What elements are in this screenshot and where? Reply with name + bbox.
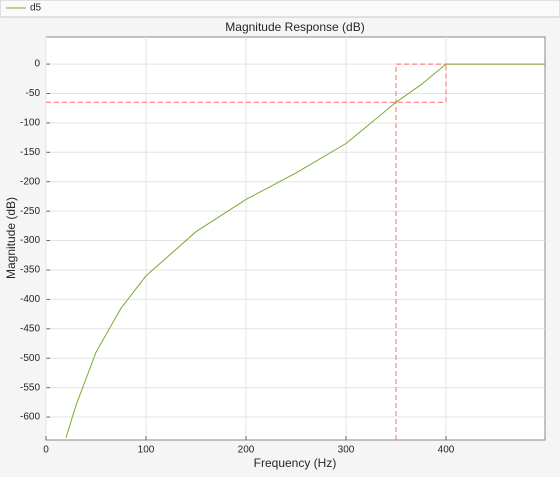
x-tick-label: 100: [138, 445, 155, 456]
chart-title: Magnitude Response (dB): [225, 20, 364, 34]
y-tick-label: -300: [20, 235, 40, 246]
y-tick-label: 0: [34, 59, 40, 70]
y-tick-label: -350: [20, 265, 40, 276]
mask-line: [46, 64, 447, 103]
x-axis-label: Frequency (Hz): [254, 456, 337, 470]
y-axis-label: Magnitude (dB): [4, 197, 18, 279]
y-tick-label: -200: [20, 176, 40, 187]
x-tick-label: 200: [238, 445, 255, 456]
x-tick-label: 0: [43, 445, 49, 456]
y-tick-label: -50: [26, 88, 41, 99]
x-tick-label: 300: [338, 445, 355, 456]
x-tick-label: 400: [438, 445, 455, 456]
y-tick-label: -150: [20, 147, 40, 158]
y-tick-label: -500: [20, 353, 40, 364]
y-tick-label: -250: [20, 206, 40, 217]
y-tick-label: -100: [20, 118, 40, 129]
series-line: [65, 63, 545, 438]
y-tick-label: -400: [20, 294, 40, 305]
y-tick-label: -450: [20, 323, 40, 334]
plot-area: [45, 36, 546, 441]
legend-bar: [0, 0, 560, 18]
legend-label: d5: [30, 3, 42, 14]
y-tick-label: -550: [20, 382, 40, 393]
y-tick-label: -600: [20, 412, 40, 423]
